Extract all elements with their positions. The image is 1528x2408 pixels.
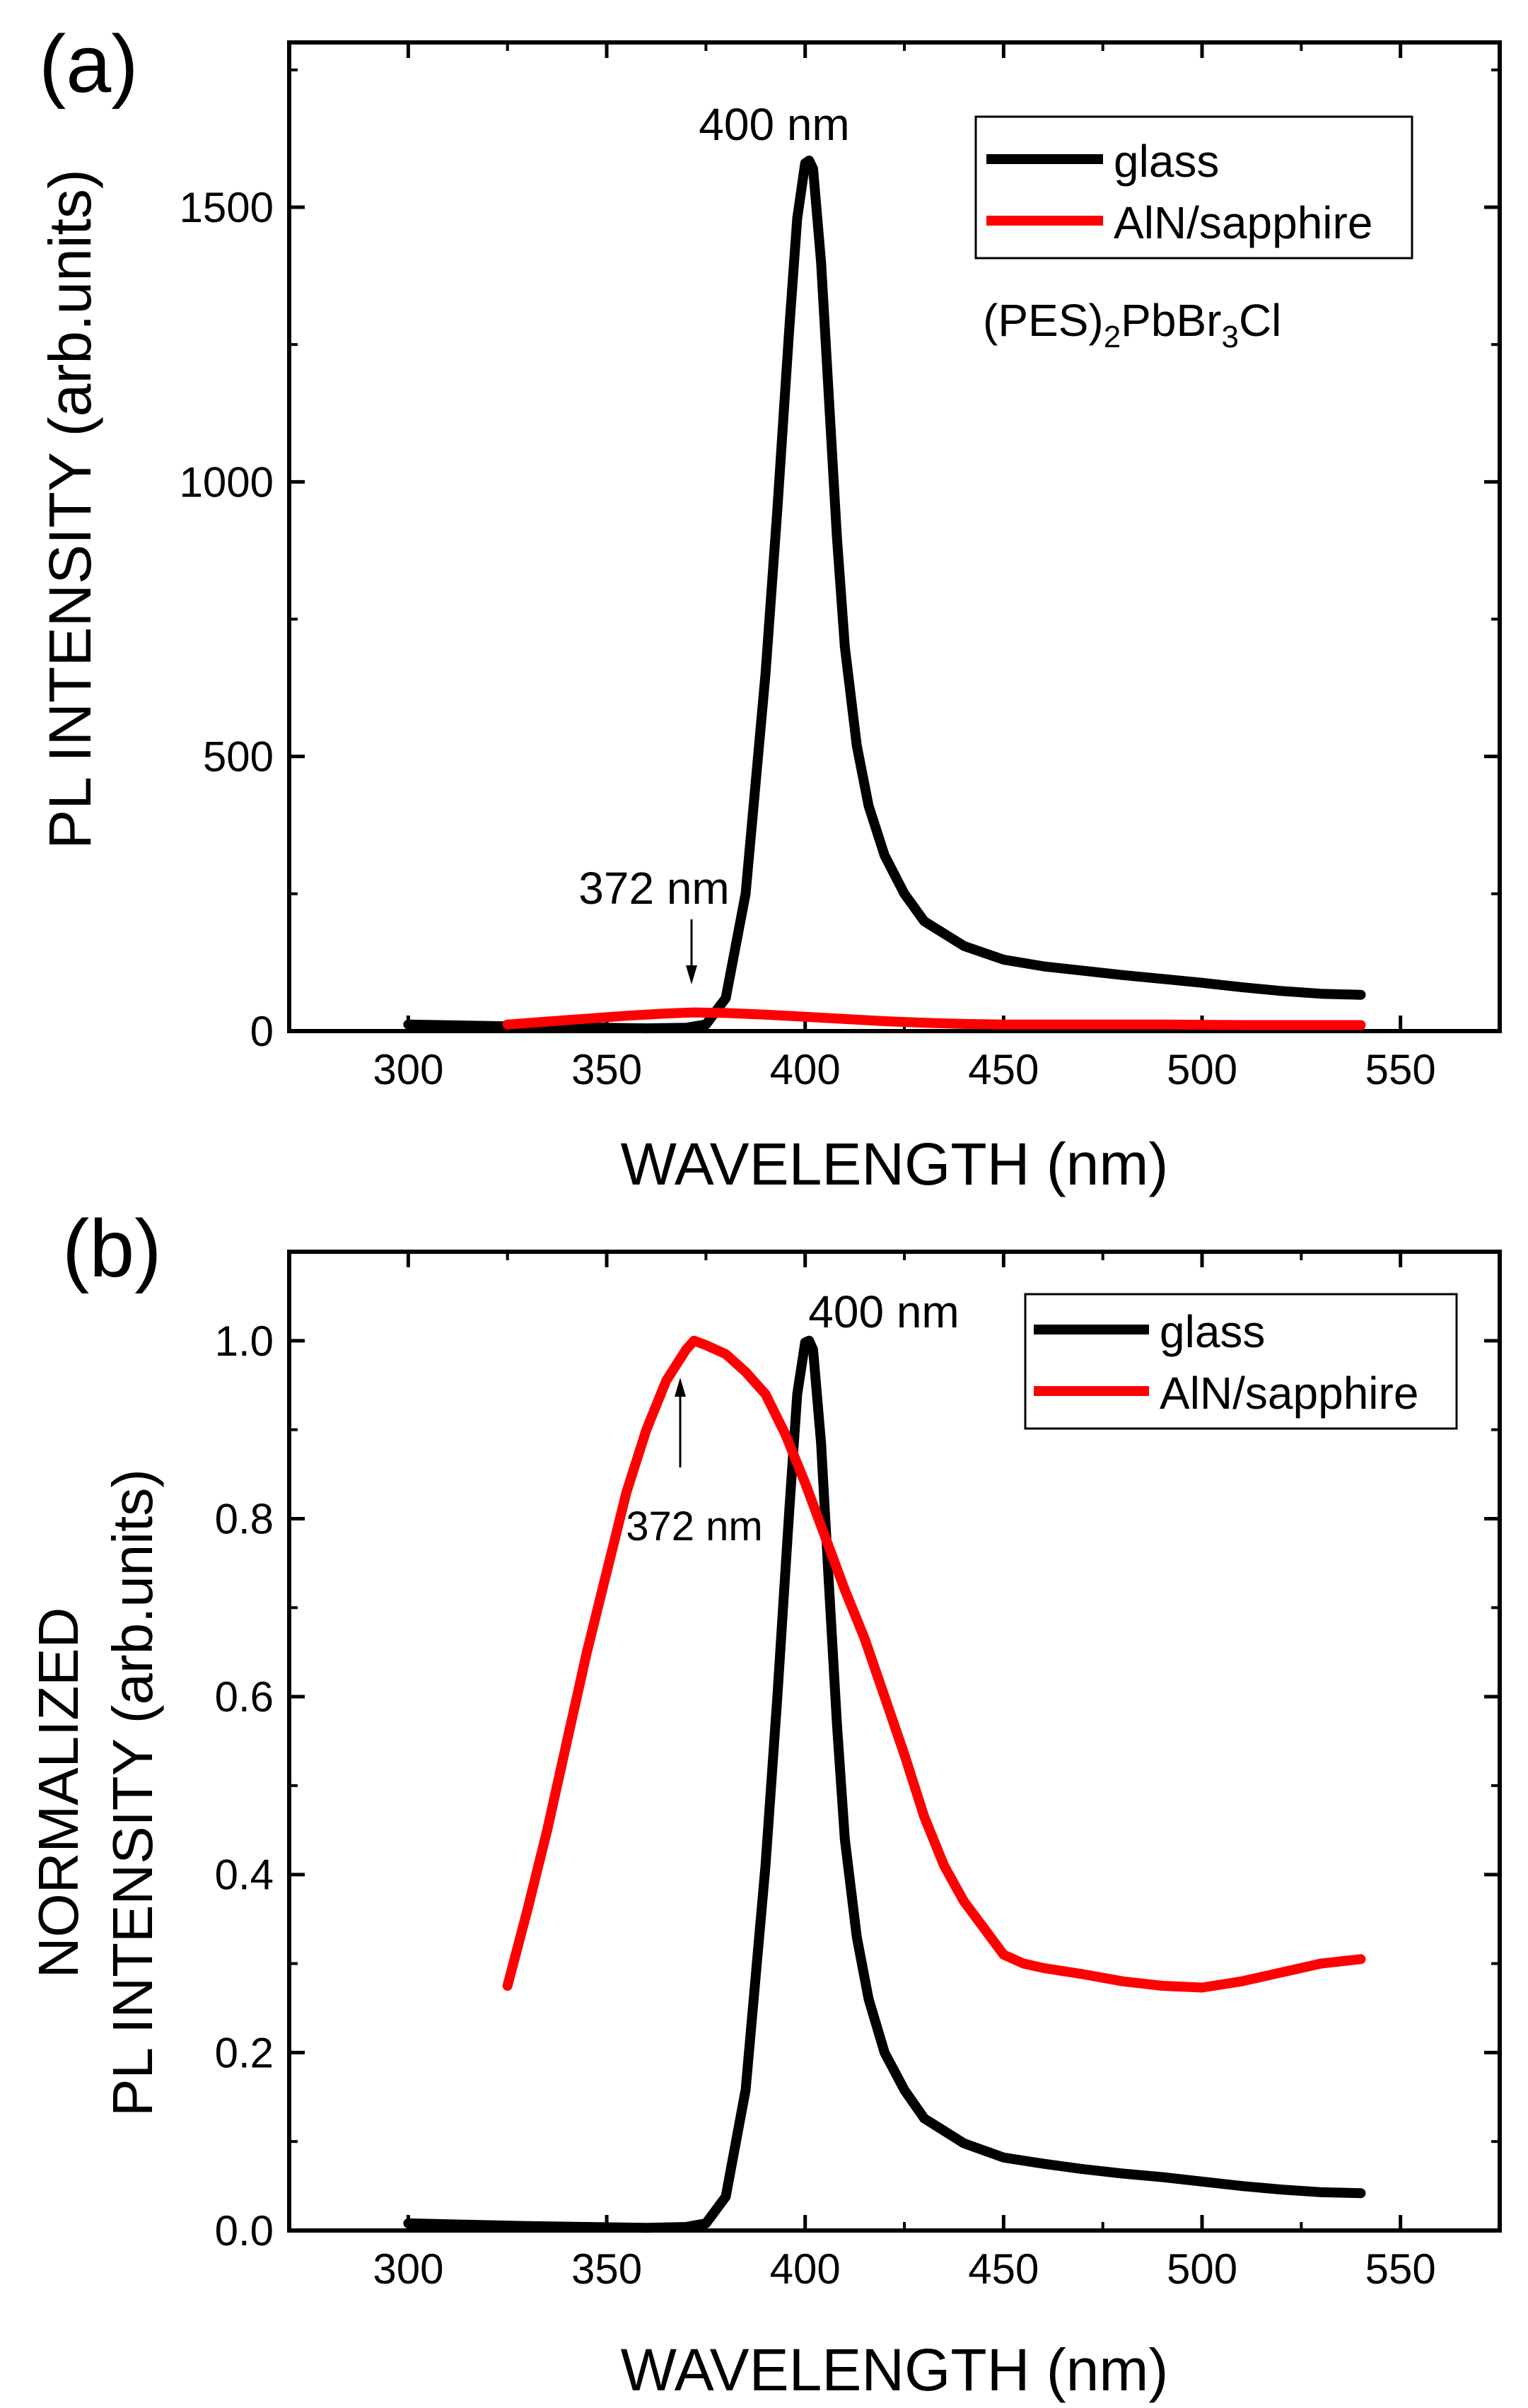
y-tick-label: 1500: [180, 184, 274, 231]
panel-b-peak-label-glass: 400 nm: [808, 1286, 959, 1337]
panel-a-arrow-head: [686, 965, 697, 984]
x-tick-label: 300: [373, 2245, 443, 2293]
series-line-glass: [403, 156, 1366, 1034]
legend-box: [974, 115, 1413, 260]
y-tick-label: 0.2: [215, 2029, 274, 2076]
panel-a-xlabel: WAVELENGTH (nm): [621, 1131, 1169, 1197]
panel-b: (b) NORMALIZED PL INTENSITY (arb.units) …: [27, 1204, 1502, 2403]
panel-b-legend: glass AlN/sapphire: [1024, 1293, 1458, 1430]
x-tick-label: 500: [1167, 2245, 1237, 2293]
formula-sub2: 3: [1221, 320, 1238, 354]
legend-label-glass: glass: [1160, 1306, 1265, 1357]
formula-end: Cl: [1239, 295, 1281, 346]
panel-b-arrow-head: [675, 1378, 686, 1397]
panel-b-xlabel: WAVELENGTH (nm): [621, 2337, 1169, 2403]
panel-a-label: (a): [39, 19, 139, 110]
y-tick-label: 0.4: [215, 1851, 274, 1899]
x-tick-label: 550: [1365, 2245, 1436, 2293]
x-tick-label: 350: [571, 2245, 642, 2293]
y-tick-label: 0: [250, 1008, 274, 1055]
y-tick-label: 0.8: [215, 1495, 274, 1542]
series-line-glass: [403, 1335, 1366, 2233]
legend-label-aln: AlN/sapphire: [1114, 197, 1372, 248]
panel-a-yaxis-label: PL INTENSITY (arb.units): [37, 169, 103, 849]
panel-b-label: (b): [62, 1204, 162, 1294]
panel-a-ylabel: PL INTENSITY (arb.units): [37, 169, 103, 849]
x-tick-label: 550: [1365, 1046, 1436, 1093]
panel-a-frame: [287, 40, 1502, 1033]
panel-a-peak-label-glass: 400 nm: [699, 99, 849, 150]
formula-mid: PbBr: [1121, 295, 1221, 346]
formula-sub1: 2: [1104, 320, 1121, 354]
y-tick-label: 0.6: [215, 1673, 274, 1721]
panel-a-legend: glass AlN/sapphire: [974, 115, 1413, 260]
x-tick-label: 300: [373, 1046, 443, 1093]
x-tick-label: 500: [1167, 1046, 1237, 1093]
x-tick-label: 400: [770, 1046, 841, 1093]
x-tick-label: 450: [968, 1046, 1039, 1093]
panel-a-ticks: 300 350 400 450 500 550 0 500 1000 1500: [180, 42, 1500, 1093]
legend-label-glass: glass: [1114, 136, 1219, 187]
y-tick-label: 500: [203, 733, 274, 781]
legend-label-aln: AlN/sapphire: [1160, 1368, 1418, 1419]
panel-b-yaxis-label: NORMALIZED: [27, 1607, 90, 1979]
y-tick-label: 0.0: [215, 2207, 274, 2255]
formula-base: (PES): [983, 295, 1104, 346]
panel-b-yaxis-label-2: PL INTENSITY (arb.units): [101, 1469, 164, 2117]
panel-a-series: [403, 156, 1366, 1034]
panel-b-frame: [287, 1250, 1502, 2233]
x-tick-label: 450: [968, 2245, 1039, 2293]
legend-box: [1024, 1293, 1458, 1430]
panel-b-ticks: 300 350 400 450 500 550 0.0 0.2 0.4 0.6 0.8 1.0: [215, 1250, 1500, 2293]
series-line-aln-sapphire: [502, 1007, 1366, 1030]
x-tick-label: 350: [571, 1046, 642, 1093]
panel-b-peak-label-aln: 372 nm: [626, 1503, 762, 1549]
y-tick-label: 1.0: [215, 1318, 274, 1365]
panel-b-series: [403, 1335, 1366, 2233]
series-line-aln-sapphire: [502, 1335, 1366, 1993]
y-tick-label: 1000: [180, 458, 274, 506]
panel-b-ylabel-line1: NORMALIZED: [27, 1607, 90, 1979]
x-tick-label: 400: [770, 2245, 841, 2293]
panel-b-ylabel-line2: PL INTENSITY (arb.units): [101, 1469, 164, 2117]
panel-a-sample-formula: (PES)2PbBr3Cl: [983, 295, 1281, 354]
panel-a-peak-label-aln: 372 nm: [578, 863, 729, 914]
panel-a: (a) PL INTENSITY (arb.units) 300 350 400 45…: [37, 19, 1502, 1197]
